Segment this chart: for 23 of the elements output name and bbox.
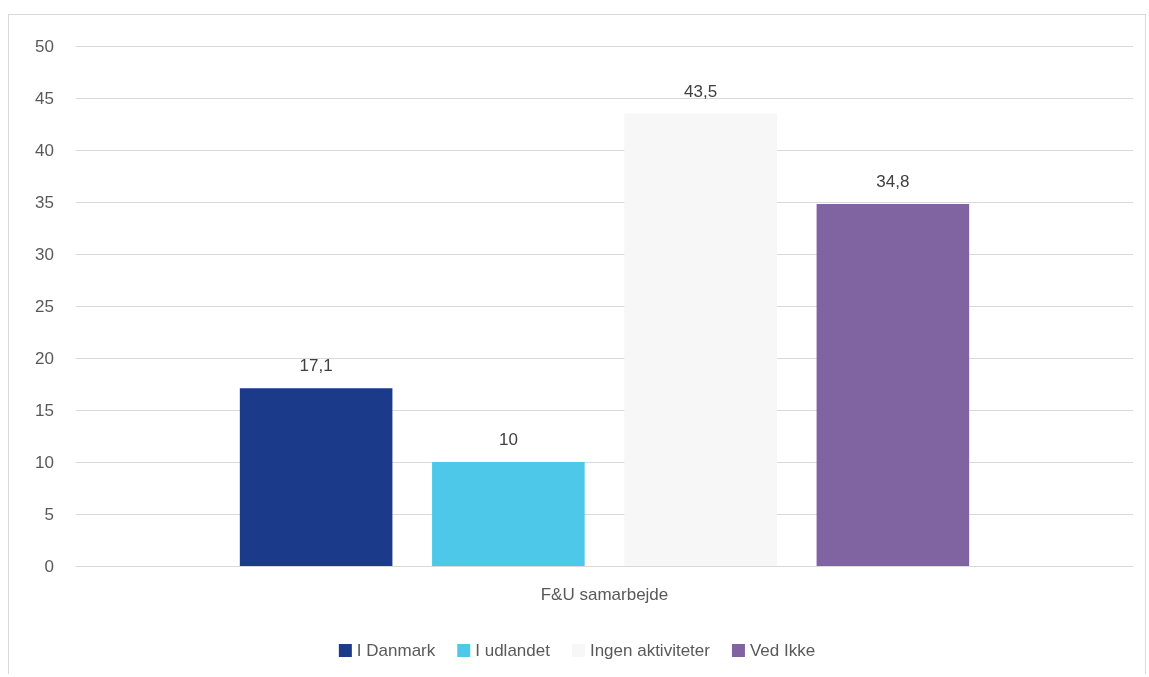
y-tick-label: 0 xyxy=(44,556,54,576)
legend-label: I Danmark xyxy=(356,641,436,660)
bar xyxy=(816,204,970,566)
data-label: 34,8 xyxy=(876,172,910,192)
legend-label: Ved Ikke xyxy=(749,641,816,660)
bar xyxy=(432,462,585,566)
y-tick-label: 30 xyxy=(35,244,54,264)
y-tick-label: 35 xyxy=(35,192,54,212)
y-tick-label: 25 xyxy=(35,296,54,316)
y-tick-label: 20 xyxy=(35,348,54,368)
y-tick-label: 5 xyxy=(44,504,54,524)
legend-label: Ingen aktiviteter xyxy=(589,641,711,660)
bar xyxy=(239,388,393,566)
y-tick-label: 10 xyxy=(35,452,54,472)
x-tick-label: F&U samarbejde xyxy=(540,585,669,604)
y-tick-label: 40 xyxy=(35,140,54,160)
y-tick-label: 50 xyxy=(35,36,54,56)
data-label: 43,5 xyxy=(684,81,718,101)
y-tick-label: 45 xyxy=(35,88,54,108)
data-label: 10 xyxy=(498,430,518,449)
data-label: 17,1 xyxy=(299,356,333,376)
y-tick-label: 15 xyxy=(35,400,54,420)
legend-label: I udlandet xyxy=(475,641,551,660)
